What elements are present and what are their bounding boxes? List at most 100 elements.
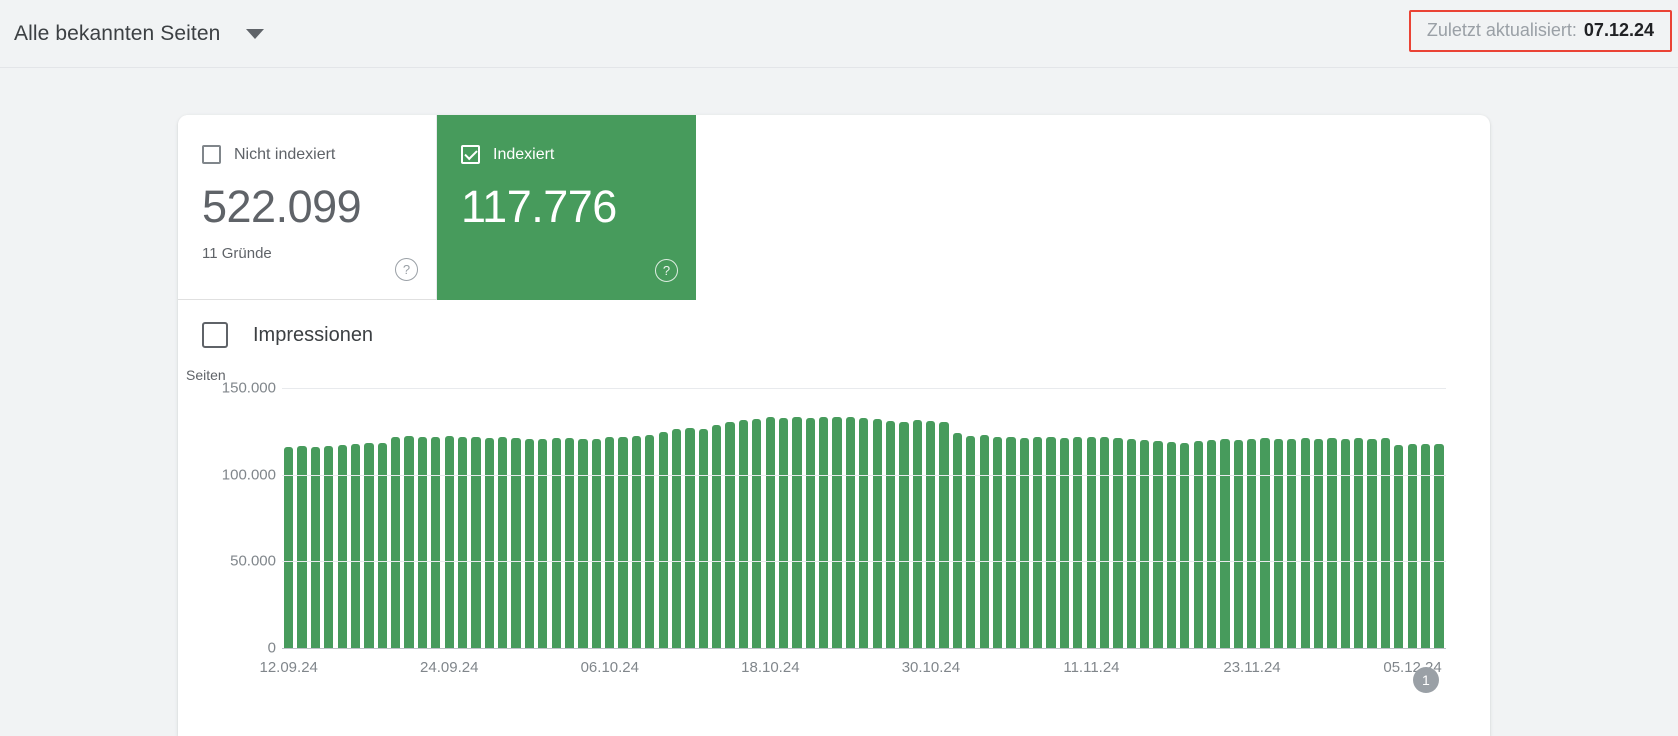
chart-bar[interactable]: [859, 418, 869, 648]
chart-bar-cell[interactable]: [1392, 445, 1405, 648]
chart-bar-cell[interactable]: [737, 420, 750, 648]
chart-bar-cell[interactable]: [1071, 437, 1084, 648]
chart-bar-cell[interactable]: [1232, 440, 1245, 648]
chart-bar-cell[interactable]: [964, 435, 977, 648]
chart-bar-cell[interactable]: [322, 445, 335, 648]
chart-bar-cell[interactable]: [857, 418, 870, 648]
chart-bar-cell[interactable]: [1272, 439, 1285, 648]
chart-bar-cell[interactable]: [630, 435, 643, 648]
chart-bar[interactable]: [457, 436, 468, 648]
chart-bar-cell[interactable]: [616, 436, 629, 648]
chart-bar-cell[interactable]: [790, 417, 803, 648]
chart-bar[interactable]: [899, 421, 909, 648]
chart-bar[interactable]: [1206, 440, 1217, 648]
chart-bar-cell[interactable]: [1085, 436, 1098, 648]
chart-bar[interactable]: [310, 446, 321, 648]
chart-bar[interactable]: [885, 420, 896, 648]
chart-bar-cell[interactable]: [978, 434, 991, 648]
chart-bar[interactable]: [1260, 438, 1270, 648]
chart-bar-cell[interactable]: [376, 443, 389, 648]
chart-bar-cell[interactable]: [1138, 440, 1151, 648]
chart-bar-cell[interactable]: [362, 443, 375, 648]
chart-bar[interactable]: [792, 417, 802, 648]
chart-bar[interactable]: [1287, 438, 1297, 648]
chart-bar[interactable]: [631, 435, 642, 648]
chart-bar-cell[interactable]: [657, 432, 670, 648]
chart-bar[interactable]: [671, 428, 682, 648]
chart-bar-cell[interactable]: [1098, 437, 1111, 648]
chart-bar-cell[interactable]: [884, 420, 897, 648]
chart-bar[interactable]: [1126, 439, 1136, 648]
chart-bar-cell[interactable]: [1151, 440, 1164, 648]
chart-bar[interactable]: [1193, 440, 1203, 648]
chart-bar[interactable]: [404, 435, 414, 648]
chart-bar[interactable]: [738, 420, 749, 648]
chart-bar-cell[interactable]: [670, 428, 683, 648]
chart-bar-cell[interactable]: [336, 444, 349, 648]
impressions-toggle[interactable]: Impressionen: [202, 300, 373, 370]
chart-bar[interactable]: [431, 436, 441, 648]
chart-bar-cell[interactable]: [697, 428, 710, 648]
chart-bar-cell[interactable]: [282, 446, 295, 648]
chart-bar-cell[interactable]: [683, 427, 696, 648]
chart-bar[interactable]: [377, 443, 387, 648]
chart-bar[interactable]: [832, 416, 842, 648]
chart-bar-cell[interactable]: [309, 446, 322, 648]
chart-bar-cell[interactable]: [1285, 438, 1298, 648]
chart-bar[interactable]: [591, 438, 601, 648]
chart-bar[interactable]: [752, 419, 762, 648]
scope-dropdown[interactable]: Alle bekannten Seiten: [14, 17, 265, 51]
chart-bar-cell[interactable]: [1125, 439, 1138, 648]
chart-bar[interactable]: [524, 439, 535, 648]
chart-bar-cell[interactable]: [416, 436, 429, 648]
chart-bar-cell[interactable]: [469, 437, 482, 648]
chart-bar[interactable]: [1354, 438, 1364, 648]
chart-bar[interactable]: [364, 443, 374, 648]
chart-bar[interactable]: [417, 436, 428, 648]
chart-bar[interactable]: [578, 439, 588, 648]
chart-bar[interactable]: [337, 444, 347, 648]
chart-bar[interactable]: [698, 428, 708, 648]
chart-bar-cell[interactable]: [844, 417, 857, 648]
chart-bar[interactable]: [1340, 438, 1350, 648]
chart-bar-cell[interactable]: [710, 425, 723, 648]
chart-bar[interactable]: [1166, 441, 1177, 648]
chart-bar[interactable]: [805, 418, 815, 648]
chart-bar-cell[interactable]: [295, 446, 308, 648]
chart-bar-cell[interactable]: [1004, 437, 1017, 648]
chart-bar[interactable]: [1407, 444, 1417, 648]
chart-bar-cell[interactable]: [1365, 439, 1378, 648]
chart-bar[interactable]: [725, 421, 735, 648]
metric-tile-not-indexed[interactable]: Nicht indexiert 522.099 11 Gründe ?: [178, 115, 437, 300]
chart-bar-cell[interactable]: [924, 420, 937, 648]
chart-bar-cell[interactable]: [1325, 438, 1338, 648]
chart-bar-cell[interactable]: [456, 436, 469, 648]
chart-bar[interactable]: [778, 418, 789, 648]
chart-bar-cell[interactable]: [429, 436, 442, 648]
chart-bar-cell[interactable]: [1044, 437, 1057, 648]
chart-bar-cell[interactable]: [389, 437, 402, 648]
chart-bar[interactable]: [1273, 439, 1284, 648]
chart-bar[interactable]: [538, 438, 548, 648]
chart-bar-cell[interactable]: [817, 417, 830, 648]
chart-bar-cell[interactable]: [1432, 443, 1445, 648]
chart-bar-cell[interactable]: [643, 434, 656, 648]
chart-bar[interactable]: [511, 438, 521, 648]
chart-bar-cell[interactable]: [1058, 438, 1071, 648]
chart-bar-cell[interactable]: [897, 421, 910, 648]
chart-bar[interactable]: [1220, 439, 1230, 648]
chart-bar-cell[interactable]: [1018, 438, 1031, 648]
chart-bar-cell[interactable]: [723, 421, 736, 648]
chart-bar[interactable]: [1300, 438, 1310, 648]
chart-bar[interactable]: [1394, 445, 1404, 648]
chart-bar[interactable]: [1434, 443, 1444, 648]
chart-bar-cell[interactable]: [911, 420, 924, 648]
help-circle-icon[interactable]: ?: [395, 258, 418, 281]
chart-bar[interactable]: [952, 433, 963, 648]
chart-bar-cell[interactable]: [1245, 439, 1258, 648]
chart-bar[interactable]: [605, 437, 615, 648]
chart-bar[interactable]: [391, 437, 401, 648]
chart-bar[interactable]: [551, 438, 561, 648]
chart-bar-cell[interactable]: [991, 436, 1004, 648]
chart-bar-cell[interactable]: [1111, 438, 1124, 648]
